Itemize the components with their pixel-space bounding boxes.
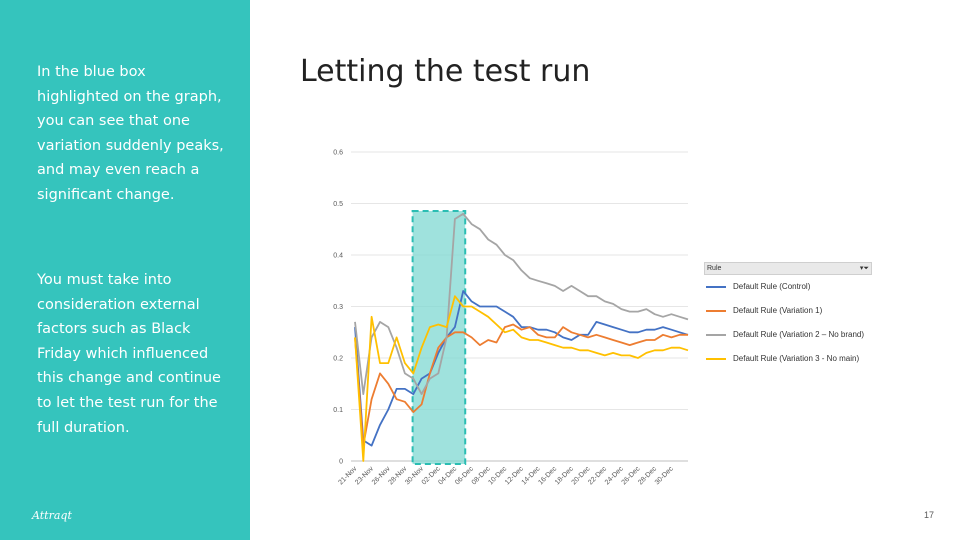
slide-title: Letting the test run xyxy=(300,54,591,89)
series-line xyxy=(354,323,688,447)
legend-label: Default Rule (Variation 1) xyxy=(733,306,823,315)
series-line xyxy=(354,290,689,447)
filter-dropdown-icon[interactable]: ▾⏷ xyxy=(859,265,869,272)
series-line xyxy=(354,295,689,462)
legend-swatch xyxy=(706,310,726,312)
y-tick-label: 0.6 xyxy=(333,150,343,157)
legend-label: Default Rule (Variation 3 - No main) xyxy=(733,354,860,363)
y-tick-label: 0.4 xyxy=(333,253,343,260)
attraqt-logo: Attraqt xyxy=(32,509,72,522)
y-tick-label: 0.3 xyxy=(333,304,343,311)
legend-swatch xyxy=(706,358,726,360)
sidebar-paragraph-1: In the blue box highlighted on the graph… xyxy=(37,64,224,203)
legend-swatch xyxy=(706,286,726,288)
legend-item-variation-3: Default Rule (Variation 3 - No main) xyxy=(704,347,872,371)
legend-label: Default Rule (Control) xyxy=(733,282,811,291)
sidebar-panel: In the blue box highlighted on the graph… xyxy=(0,0,250,540)
legend-header-label: Rule xyxy=(707,265,722,272)
highlight-layer xyxy=(411,210,467,465)
y-tick-label: 0.2 xyxy=(333,356,343,363)
sidebar-paragraph-2: You must take into consideration externa… xyxy=(37,272,221,436)
page-number: 17 xyxy=(924,510,935,520)
y-tick-label: 0 xyxy=(339,459,343,466)
grid-layer xyxy=(351,151,688,462)
legend-header[interactable]: Rule ▾⏷ xyxy=(704,262,872,275)
legend-swatch xyxy=(706,334,726,336)
legend-item-variation-1: Default Rule (Variation 1) xyxy=(704,299,872,323)
series-line xyxy=(354,212,689,396)
y-tick-label: 0.5 xyxy=(333,201,343,208)
legend-item-variation-2: Default Rule (Variation 2 – No brand) xyxy=(704,323,872,347)
chart-legend: Rule ▾⏷ Default Rule (Control) Default R… xyxy=(704,262,872,371)
axis-layer: 00.10.20.30.40.50.621-Nov23-Nov26-Nov28-… xyxy=(333,150,675,487)
highlight-box xyxy=(411,210,467,465)
legend-item-control: Default Rule (Control) xyxy=(704,275,872,299)
x-tick-label: 30-Dec xyxy=(654,465,675,486)
series-layer xyxy=(354,212,689,462)
y-tick-label: 0.1 xyxy=(333,407,343,414)
legend-label: Default Rule (Variation 2 – No brand) xyxy=(733,330,865,339)
